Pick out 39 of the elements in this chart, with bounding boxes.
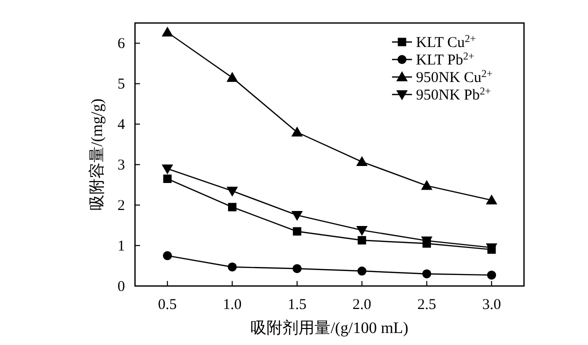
point — [356, 226, 368, 236]
point — [421, 180, 432, 190]
point — [163, 174, 172, 183]
x-tick-label: 2.5 — [417, 297, 436, 313]
y-tick-label: 1 — [118, 238, 125, 255]
point — [291, 210, 303, 221]
point — [486, 194, 498, 204]
x-axis-title: 吸附剂用量/(g/100 mL) — [250, 319, 408, 337]
x-tick-label: 0.5 — [158, 297, 177, 313]
x-tick-label: 3.0 — [482, 297, 501, 313]
x-tick-label: 1.5 — [288, 297, 306, 313]
point — [228, 202, 236, 212]
legend-label: 950NK Cu$^{2+}$ — [416, 68, 493, 86]
y-tick-label: 5 — [118, 76, 125, 93]
point — [162, 251, 172, 260]
y-tick-label: 2 — [118, 198, 125, 214]
point — [226, 186, 238, 197]
point — [422, 269, 432, 278]
y-tick-label: 6 — [118, 36, 126, 52]
legend-label: KLT Pb$^{2+}$ — [416, 51, 474, 68]
x-tick-label: 2.0 — [352, 297, 372, 313]
point — [356, 156, 368, 166]
point — [487, 270, 496, 280]
x-tick-label: 1.0 — [222, 297, 242, 313]
point — [292, 264, 302, 274]
point — [162, 164, 174, 174]
point — [357, 266, 366, 276]
legend-label: 950NK Pb$^{2+}$ — [416, 86, 492, 104]
point — [358, 236, 366, 244]
point — [228, 262, 237, 272]
point — [292, 227, 302, 236]
y-tick-label: 3 — [118, 158, 125, 174]
y-tick-label: 0 — [118, 279, 125, 295]
point — [162, 26, 174, 37]
point — [226, 72, 238, 82]
y-tick-label: 4 — [118, 117, 126, 134]
point — [291, 126, 303, 136]
legend-label: KLT Cu$^{2+}$ — [416, 34, 476, 51]
y-axis-title: 吸附容量/(mg/g) — [88, 98, 106, 210]
